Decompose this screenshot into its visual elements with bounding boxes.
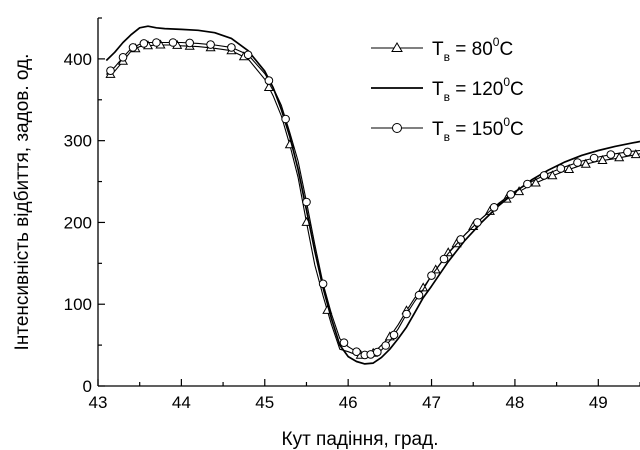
data-point-circle bbox=[539, 171, 549, 180]
x-tick-label: 44 bbox=[172, 393, 191, 412]
data-point-circle bbox=[339, 338, 349, 348]
data-point-circle bbox=[302, 197, 311, 207]
axes bbox=[97, 17, 640, 387]
y-tick-label: 0 bbox=[83, 377, 92, 396]
data-point-circle bbox=[606, 150, 616, 159]
legend-triangle-marker bbox=[391, 42, 403, 52]
data-point-circle bbox=[573, 158, 582, 167]
data-point-circle bbox=[427, 271, 436, 280]
data-point-triangle bbox=[263, 81, 274, 91]
x-tick-label: 45 bbox=[255, 393, 274, 412]
data-point-circle bbox=[439, 254, 449, 264]
data-point-triangle bbox=[630, 149, 640, 159]
y-tick-label: 200 bbox=[64, 213, 92, 232]
x-tick-label: 46 bbox=[339, 393, 358, 412]
data-point-circle bbox=[118, 53, 128, 62]
x-axis-title: Кут падіння, град. bbox=[282, 429, 439, 450]
data-point-circle bbox=[243, 50, 253, 60]
data-point-circle bbox=[373, 347, 382, 357]
data-point-triangle bbox=[580, 158, 591, 168]
data-point-circle bbox=[168, 38, 178, 47]
legend-item-1: Tв = 800C bbox=[371, 35, 513, 64]
y-tick-label: 300 bbox=[64, 132, 92, 151]
y-axis-title: Інтенсивність відбиття, задов. од. bbox=[12, 54, 33, 351]
legend-label: Tв = 800C bbox=[432, 35, 513, 64]
data-point-circle bbox=[623, 147, 632, 157]
legend-circle-marker bbox=[392, 123, 402, 133]
data-point-circle bbox=[106, 66, 115, 75]
data-point-circle bbox=[556, 164, 566, 173]
data-point-circle bbox=[185, 38, 194, 48]
legend-item-3: Tв = 1500C bbox=[371, 115, 524, 144]
data-point-triangle bbox=[418, 282, 429, 292]
data-point-circle bbox=[456, 235, 466, 244]
data-point-triangle bbox=[547, 170, 558, 180]
data-point-circle bbox=[227, 43, 236, 52]
data-point-circle bbox=[473, 218, 482, 227]
data-point-triangle bbox=[614, 152, 625, 162]
data-point-circle bbox=[128, 43, 138, 52]
tick-labels: 0 100 200 300 400 43 44 45 46 47 48 49 bbox=[64, 50, 608, 412]
data-point-circle bbox=[402, 309, 411, 319]
y-tick-label: 100 bbox=[64, 295, 92, 314]
data-point-circle bbox=[152, 38, 161, 47]
data-point-circle bbox=[506, 190, 516, 199]
x-tick-label: 48 bbox=[505, 393, 524, 412]
data-point-circle bbox=[281, 114, 290, 124]
x-tick-label: 47 bbox=[422, 393, 441, 412]
legend: Tв = 800C Tв = 1200C Tв = 1500C bbox=[371, 35, 524, 144]
legend-item-2: Tв = 1200C bbox=[371, 75, 524, 104]
data-point-circle bbox=[589, 153, 599, 163]
legend-label: Tв = 1500C bbox=[432, 115, 524, 144]
plot-series bbox=[105, 25, 640, 365]
data-point-circle bbox=[414, 290, 424, 300]
x-tick-label: 49 bbox=[589, 393, 608, 412]
x-tick-label: 43 bbox=[89, 393, 108, 412]
y-tick-label: 400 bbox=[64, 50, 92, 69]
data-point-circle bbox=[318, 279, 328, 289]
legend-label: Tв = 1200C bbox=[432, 75, 524, 104]
data-point-circle bbox=[264, 76, 274, 85]
data-point-triangle bbox=[597, 154, 608, 164]
data-point-circle bbox=[206, 40, 215, 49]
data-point-circle bbox=[523, 179, 532, 189]
data-point-circle bbox=[139, 39, 149, 48]
data-point-circle bbox=[389, 330, 399, 340]
data-point-circle bbox=[381, 341, 391, 350]
data-point-triangle bbox=[530, 177, 541, 187]
data-point-circle bbox=[489, 203, 499, 212]
data-point-circle bbox=[352, 347, 361, 357]
data-point-triangle bbox=[564, 163, 575, 173]
